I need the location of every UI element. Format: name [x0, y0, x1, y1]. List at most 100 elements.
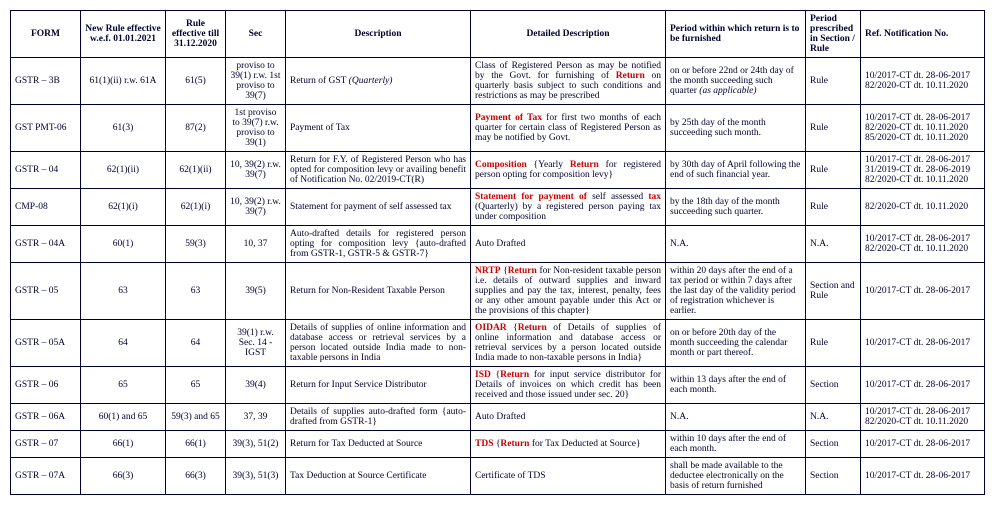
cell-period: on or before 20th day of the month succe…	[666, 320, 806, 367]
cell-old-rule: 87(2)	[166, 105, 226, 152]
table-row: GSTR – 0462(1)(ii)62(1)(ii)10, 39(2) r.w…	[11, 152, 985, 189]
dd-mid: {Yearly	[527, 160, 570, 170]
cell-period: by the 18th day of the month succeeding …	[666, 189, 806, 226]
cell-description: Return of GST (Quarterly)	[286, 58, 471, 105]
cell-new-rule: 64	[81, 320, 166, 367]
period-pre: on or before 20th day of the month succe…	[670, 328, 787, 358]
col-old-rule: Rule effective till 31.12.2020	[166, 11, 226, 58]
cell-sec: 39(3), 51(2)	[226, 431, 286, 458]
dd-red2: Return	[500, 370, 529, 380]
cell-sec: 10, 39(2) r.w. 39(7)	[226, 152, 286, 189]
cell-prescribed: Rule	[806, 320, 861, 367]
cell-old-rule: 65	[166, 367, 226, 404]
table-row: CMP-0862(1)(i)62(1)(i)10, 39(2) r.w. 39(…	[11, 189, 985, 226]
cell-new-rule: 62(1)(ii)	[81, 152, 166, 189]
cell-ref: 10/2017-CT dt. 28-06-2017	[861, 320, 985, 367]
col-sec: Sec	[226, 11, 286, 58]
col-form: FORM	[11, 11, 81, 58]
table-row: GSTR – 06656539(4)Return for Input Servi…	[11, 367, 985, 404]
cell-sec: 10, 37	[226, 226, 286, 263]
dd-mid: {	[501, 266, 508, 276]
dd-red: Return	[616, 71, 645, 81]
desc-text: Return for Tax Deducted at Source	[290, 439, 422, 449]
desc-text: Return of GST	[290, 76, 349, 86]
desc-text: Statement for payment of self assessed t…	[290, 202, 451, 212]
cell-ref: 10/2017-CT dt. 28-06-2017 82/2020-CT dt.…	[861, 58, 985, 105]
cell-prescribed: Section	[806, 367, 861, 404]
cell-description: Return for Input Service Distributor	[286, 367, 471, 404]
desc-text: Return for Non-Resident Taxable Person	[290, 286, 445, 296]
col-ref: Ref. Notification No.	[861, 11, 985, 58]
cell-ref: 10/2017-CT dt. 28-06-2017	[861, 431, 985, 458]
cell-prescribed: Rule	[806, 58, 861, 105]
cell-detailed-description: NRTP {Return for Non-resident taxable pe…	[471, 263, 666, 320]
desc-text: Details of supplies of online informatio…	[290, 323, 466, 363]
cell-period: within 20 days after the end of a tax pe…	[666, 263, 806, 320]
desc-text: Return for Input Service Distributor	[290, 380, 427, 390]
cell-description: Return for Non-Resident Taxable Person	[286, 263, 471, 320]
cell-prescribed: Rule	[806, 189, 861, 226]
period-italic: (as applicable)	[699, 86, 756, 96]
period-pre: by 30th day of April following the end o…	[670, 160, 800, 180]
cell-period: N.A.	[666, 226, 806, 263]
table-row: GSTR – 0766(1)66(1)39(3), 51(2)Return fo…	[11, 431, 985, 458]
cell-period: by 25th day of the month succeeding such…	[666, 105, 806, 152]
cell-period: within 10 days after the end of each mon…	[666, 431, 806, 458]
cell-description: Return for Tax Deducted at Source	[286, 431, 471, 458]
cell-prescribed: N.A.	[806, 226, 861, 263]
cell-description: Tax Deduction at Source Certificate	[286, 458, 471, 495]
cell-description: Return for F.Y. of Registered Person who…	[286, 152, 471, 189]
cell-old-rule: 64	[166, 320, 226, 367]
cell-detailed-description: OIDAR {Return of Details of supplies of …	[471, 320, 666, 367]
dd-red: Composition	[475, 160, 527, 170]
cell-ref: 10/2017-CT dt. 28-06-2017 82/2020-CT dt.…	[861, 404, 985, 431]
dd-mid: {	[507, 323, 518, 333]
cell-sec: 39(1) r.w. Sec. 14 - IGST	[226, 320, 286, 367]
cell-description: Auto-drafted details for registered pers…	[286, 226, 471, 263]
period-pre: N.A.	[670, 239, 688, 249]
desc-text: Details of supplies auto-drafted form {a…	[290, 407, 466, 427]
cell-form: GSTR – 3B	[11, 58, 81, 105]
table-row: GSTR – 05A646439(1) r.w. Sec. 14 - IGSTD…	[11, 320, 985, 367]
cell-sec: proviso to 39(1) r.w. 1st proviso to 39(…	[226, 58, 286, 105]
cell-description: Details of supplies of online informatio…	[286, 320, 471, 367]
cell-prescribed: N.A.	[806, 404, 861, 431]
cell-form: GSTR – 05A	[11, 320, 81, 367]
table-row: GSTR – 05636339(5)Return for Non-Residen…	[11, 263, 985, 320]
desc-text: Return for F.Y. of Registered Person who…	[290, 155, 466, 185]
cell-sec: 39(5)	[226, 263, 286, 320]
cell-sec: 1st proviso to 39(7) r.w. proviso to 39(…	[226, 105, 286, 152]
table-head: FORM New Rule effective w.e.f. 01.01.202…	[11, 11, 985, 58]
period-pre: by the 18th day of the month succeeding …	[670, 197, 780, 217]
cell-old-rule: 63	[166, 263, 226, 320]
cell-prescribed: Section	[806, 431, 861, 458]
table-row: GSTR – 07A66(3)66(3)39(3), 51(3)Tax Dedu…	[11, 458, 985, 495]
period-pre: within 20 days after the end of a tax pe…	[670, 266, 796, 316]
dd-mid: self assessed	[587, 192, 648, 202]
gst-forms-table: FORM New Rule effective w.e.f. 01.01.202…	[10, 10, 985, 495]
cell-form: GST PMT-06	[11, 105, 81, 152]
desc-italic: (Quarterly)	[349, 76, 393, 86]
cell-new-rule: 66(3)	[81, 458, 166, 495]
dd-red: ISD	[475, 370, 491, 380]
cell-detailed-description: Certificate of TDS	[471, 458, 666, 495]
cell-form: GSTR – 07	[11, 431, 81, 458]
dd-red2: Return	[508, 266, 537, 276]
cell-sec: 39(3), 51(3)	[226, 458, 286, 495]
cell-detailed-description: Composition {Yearly Return for registere…	[471, 152, 666, 189]
col-prescribed: Period prescribed in Section / Rule	[806, 11, 861, 58]
cell-new-rule: 62(1)(i)	[81, 189, 166, 226]
table-row: GST PMT-0661(3)87(2)1st proviso to 39(7)…	[11, 105, 985, 152]
cell-new-rule: 63	[81, 263, 166, 320]
col-new-rule: New Rule effective w.e.f. 01.01.2021	[81, 11, 166, 58]
cell-form: GSTR – 06	[11, 367, 81, 404]
cell-ref: 10/2017-CT dt. 28-06-2017 82/2020-CT dt.…	[861, 226, 985, 263]
dd-post: (Quarterly) by a registered person payin…	[475, 202, 661, 222]
cell-form: GSTR – 06A	[11, 404, 81, 431]
cell-new-rule: 65	[81, 367, 166, 404]
cell-form: GSTR – 07A	[11, 458, 81, 495]
period-pre: within 13 days after the end of each mon…	[670, 375, 786, 395]
cell-old-rule: 66(1)	[166, 431, 226, 458]
desc-text: Auto-drafted details for registered pers…	[290, 229, 466, 259]
cell-detailed-description: Class of Registered Person as may be not…	[471, 58, 666, 105]
